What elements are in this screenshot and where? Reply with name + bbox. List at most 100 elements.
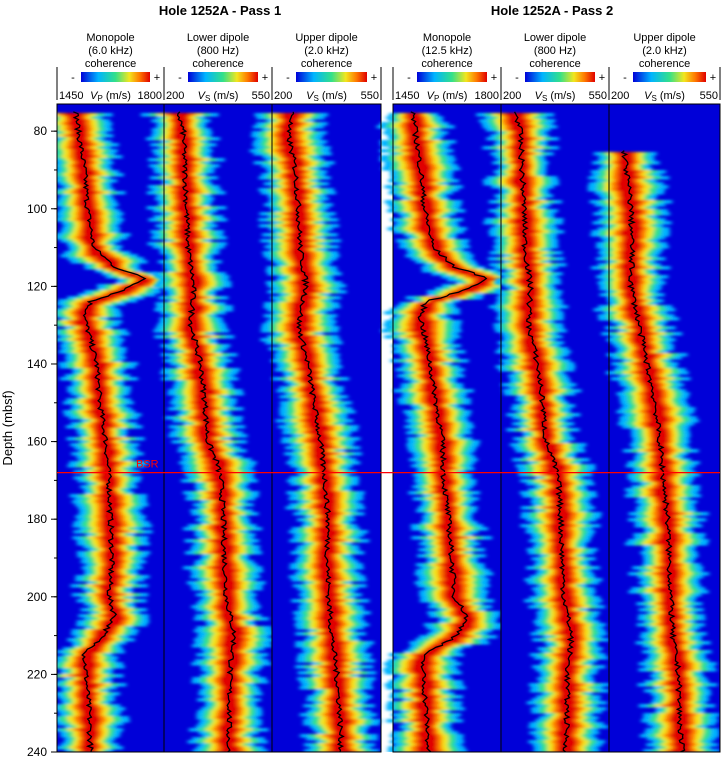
coherence-cell [442, 509, 451, 513]
coherence-cell [335, 725, 344, 729]
coherence-cell [429, 245, 439, 249]
coherence-cell [78, 158, 86, 162]
coherence-cell [189, 287, 197, 291]
coherence-cell [422, 305, 430, 309]
coherence-cell [227, 707, 236, 711]
coherence-cell [292, 182, 301, 186]
coherence-cell [84, 305, 92, 309]
coherence-cell [228, 647, 237, 651]
coherence-cell [289, 173, 298, 177]
track-title: Monopole [423, 32, 471, 44]
coherence-cell [199, 380, 207, 384]
coherence-cell [85, 749, 92, 752]
coherence-cell [295, 326, 306, 330]
coherence-cell [104, 467, 112, 471]
coherence-cell [422, 215, 429, 219]
coherence-cell [430, 392, 439, 396]
quantity-unit: (m/s) [442, 90, 467, 102]
coherence-cell [106, 497, 116, 501]
coherence-cell [107, 533, 114, 537]
coherence-cell [292, 185, 299, 189]
coherence-cell [296, 254, 307, 258]
coherence-cell [334, 704, 344, 708]
coherence-cell [107, 572, 115, 576]
coherence-cell [428, 371, 437, 375]
coherence-cell [443, 515, 451, 519]
coherence-cell [293, 323, 303, 327]
track-title: Lower dipole [187, 32, 249, 44]
coherence-cell [442, 524, 452, 528]
coherence-cell [76, 131, 84, 135]
coherence-cell [217, 509, 226, 513]
coherence-cell [81, 680, 89, 684]
coherence-cell [338, 731, 345, 735]
coherence-cell [218, 506, 225, 510]
coherence-cell [325, 524, 333, 528]
coherence-cell [82, 656, 91, 660]
coherence-cell [287, 155, 296, 159]
coherence-cell [412, 119, 420, 123]
coherence-cell [223, 737, 233, 741]
coherence-cell [227, 641, 238, 645]
coherence-cell [321, 566, 332, 570]
coherence-cell [416, 164, 426, 168]
coherence-cell [321, 503, 331, 507]
coherence-cell [330, 647, 339, 651]
coherence-cell [333, 713, 344, 717]
coherence-cell [226, 674, 234, 678]
quantity-symbol: V [198, 90, 207, 102]
coherence-cell [223, 725, 232, 729]
coherence-cell [200, 404, 208, 408]
coherence-cell [83, 728, 93, 732]
coherence-cell [224, 599, 232, 603]
coherence-cell [217, 485, 225, 489]
track-title: Upper dipole [633, 32, 695, 44]
coherence-cell [101, 446, 110, 450]
coherence-cell [106, 521, 117, 525]
coherence-cell [226, 617, 237, 621]
coherence-cell [182, 227, 190, 231]
coherence-cell [335, 701, 343, 705]
track-title: coherence [639, 58, 690, 70]
coherence-cell [302, 290, 313, 294]
coherence-cell [327, 608, 336, 612]
coherence-cell [83, 683, 94, 687]
coherence-cell [229, 626, 239, 630]
coherence-cell [78, 164, 86, 168]
coherence-cell [447, 554, 456, 558]
track-scale-max: 550 [252, 90, 270, 102]
coherence-cell [332, 671, 343, 675]
coherence-cell [187, 317, 196, 321]
coherence-cell [305, 377, 316, 381]
coherence-cell [448, 569, 458, 573]
coherence-cell [423, 341, 431, 345]
coherence-cell [192, 347, 201, 351]
coherence-cell [107, 575, 118, 579]
coherence-cell [103, 476, 113, 480]
coherence-cell [218, 551, 229, 555]
coherence-cell [216, 476, 226, 480]
coherence-cell [439, 296, 450, 300]
coherence-cell [177, 128, 186, 132]
coherence-cell [444, 641, 455, 645]
coherence-cell [460, 614, 470, 618]
coherence-cell [420, 332, 430, 336]
coherence-cell [292, 200, 300, 204]
coherence-cell [299, 347, 309, 351]
coherence-cell [177, 116, 184, 120]
coherence-cell [107, 530, 118, 534]
coherence-cell [228, 635, 238, 639]
quantity-subscript: P [97, 94, 102, 103]
colorbar-high-label: + [154, 72, 160, 84]
coherence-cell [194, 362, 202, 366]
coherence-cell [449, 557, 456, 561]
track-quantity-label: VS (m/s) [306, 90, 347, 103]
coherence-cell [287, 119, 294, 123]
coherence-cell [104, 488, 111, 492]
coherence-cell [220, 512, 230, 516]
coherence-cell [449, 560, 456, 564]
track-scale-max: 1800 [475, 90, 499, 102]
coherence-cell [180, 203, 188, 207]
coherence-cell [117, 290, 128, 294]
